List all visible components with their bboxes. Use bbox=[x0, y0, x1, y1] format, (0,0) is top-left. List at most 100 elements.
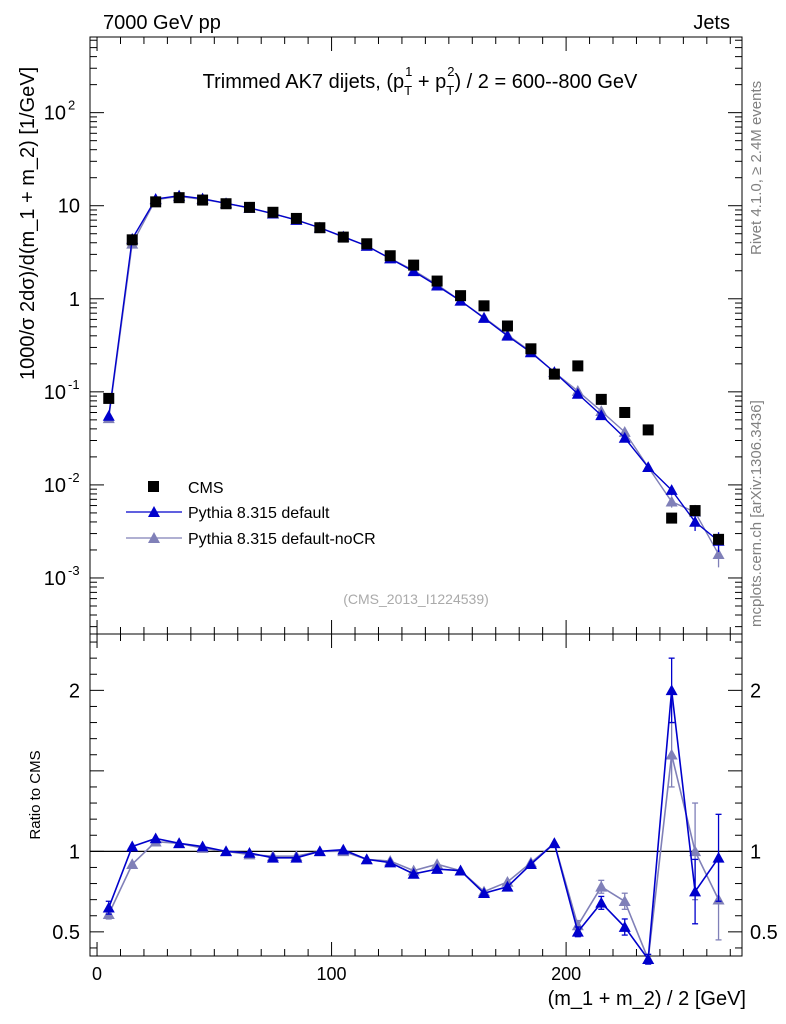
y-tick-label: 0.5 bbox=[52, 922, 80, 944]
data-point bbox=[384, 856, 397, 868]
data-point bbox=[243, 201, 255, 213]
data-point bbox=[126, 858, 139, 870]
data-point bbox=[712, 851, 725, 863]
data-point bbox=[595, 393, 607, 405]
data-point bbox=[665, 748, 678, 760]
data-point bbox=[455, 290, 467, 302]
x-tick-label: 0 bbox=[92, 964, 102, 984]
ratio-panel-frame bbox=[89, 633, 743, 957]
ratio-axis-ticks bbox=[90, 634, 742, 956]
data-point bbox=[150, 196, 162, 208]
data-point bbox=[524, 858, 537, 870]
y-tick-exponent: -3 bbox=[68, 563, 80, 578]
data-point bbox=[173, 837, 186, 849]
data-point bbox=[267, 206, 279, 218]
data-point bbox=[689, 885, 702, 897]
data-point bbox=[220, 845, 233, 857]
data-point bbox=[689, 505, 701, 517]
legend-cms-marker bbox=[148, 481, 159, 492]
data-point bbox=[196, 840, 209, 852]
analysis-watermark: (CMS_2013_I1224539) bbox=[343, 591, 489, 607]
x-axis-label: (m_1 + m_2) / 2 [GeV] bbox=[548, 988, 746, 1010]
main-data-series bbox=[102, 189, 725, 568]
data-point bbox=[501, 329, 514, 341]
data-point bbox=[290, 851, 303, 863]
data-point bbox=[548, 837, 561, 849]
y-tick-label: 10 bbox=[44, 103, 66, 125]
data-point bbox=[689, 515, 702, 527]
data-point bbox=[197, 194, 209, 206]
data-point bbox=[337, 843, 350, 855]
ratio-data-series bbox=[102, 657, 725, 965]
data-point bbox=[642, 953, 655, 965]
x-tick-label: 200 bbox=[551, 964, 581, 984]
data-point bbox=[478, 887, 491, 899]
legend-pythia-nocr-label: Pythia 8.315 default-noCR bbox=[188, 531, 376, 548]
data-point bbox=[407, 867, 420, 879]
data-point bbox=[220, 198, 232, 210]
data-point bbox=[290, 212, 302, 224]
ratio-x-tick-labels: 0 100 200 bbox=[92, 964, 581, 984]
data-point bbox=[454, 864, 467, 876]
data-point bbox=[666, 512, 678, 524]
x-tick-label: 100 bbox=[317, 964, 347, 984]
data-point bbox=[665, 484, 678, 495]
main-y-axis-label: 1000/σ 2dσ)/d(m_1 + m_2) [1/GeV] bbox=[17, 67, 39, 380]
data-point bbox=[102, 410, 115, 421]
data-point bbox=[408, 259, 420, 271]
data-point bbox=[266, 851, 279, 863]
y-tick-exponent: 2 bbox=[68, 98, 75, 113]
data-point bbox=[618, 895, 631, 907]
legend-pythia-default-label: Pythia 8.315 default bbox=[188, 505, 330, 522]
data-point bbox=[571, 387, 584, 399]
data-point bbox=[102, 901, 115, 913]
plot-title: Trimmed AK7 dijets, (pT1 + pT2) / 2 = 60… bbox=[203, 64, 638, 98]
data-point bbox=[501, 320, 513, 332]
data-point bbox=[642, 461, 655, 472]
data-point bbox=[384, 250, 396, 262]
data-point bbox=[618, 921, 631, 932]
data-point bbox=[360, 853, 373, 865]
data-point bbox=[571, 925, 584, 937]
data-point bbox=[173, 192, 185, 204]
data-point bbox=[642, 424, 654, 436]
data-point bbox=[572, 360, 584, 372]
data-point bbox=[595, 409, 608, 421]
legend-pythia-default-marker bbox=[148, 506, 160, 517]
legend-pythia-nocr-marker bbox=[148, 532, 160, 543]
legend: CMS Pythia 8.315 default Pythia 8.315 de… bbox=[126, 480, 376, 548]
data-point bbox=[361, 238, 373, 250]
data-point bbox=[103, 392, 115, 404]
header-left-label: 7000 GeV pp bbox=[103, 12, 221, 34]
data-point bbox=[713, 533, 725, 545]
y-tick-label: 10 bbox=[44, 475, 66, 497]
mcplots-label: mcplots.cern.ch [arXiv:1306.3436] bbox=[748, 400, 765, 627]
data-point bbox=[126, 840, 139, 852]
data-point bbox=[314, 222, 326, 234]
y-tick-label: 1 bbox=[69, 289, 80, 311]
data-point bbox=[712, 548, 725, 560]
y-tick-label: 10 bbox=[44, 568, 66, 590]
series-line bbox=[108, 195, 720, 555]
data-point bbox=[243, 846, 256, 858]
y-tick-exponent: -1 bbox=[68, 377, 80, 392]
data-point bbox=[618, 431, 631, 443]
y-tick-exponent: -2 bbox=[68, 470, 80, 485]
y-tick-label: 1 bbox=[750, 841, 761, 863]
ratio-y-axis-label: Ratio to CMS bbox=[27, 750, 44, 839]
legend-cms-label: CMS bbox=[188, 480, 224, 497]
y-tick-label: 0.5 bbox=[750, 922, 778, 944]
data-point bbox=[149, 832, 162, 844]
data-point bbox=[126, 234, 138, 246]
ratio-y-tick-labels: 0.5 0.5 1 1 2 2 bbox=[52, 680, 778, 944]
data-point bbox=[407, 265, 420, 277]
main-axis-ticks bbox=[90, 37, 742, 634]
data-point bbox=[501, 880, 514, 892]
y-tick-label: 10 bbox=[58, 196, 80, 218]
data-point bbox=[337, 231, 349, 243]
header-right-label: Jets bbox=[693, 12, 730, 34]
y-tick-label: 10 bbox=[44, 382, 66, 404]
y-tick-label: 1 bbox=[69, 841, 80, 863]
